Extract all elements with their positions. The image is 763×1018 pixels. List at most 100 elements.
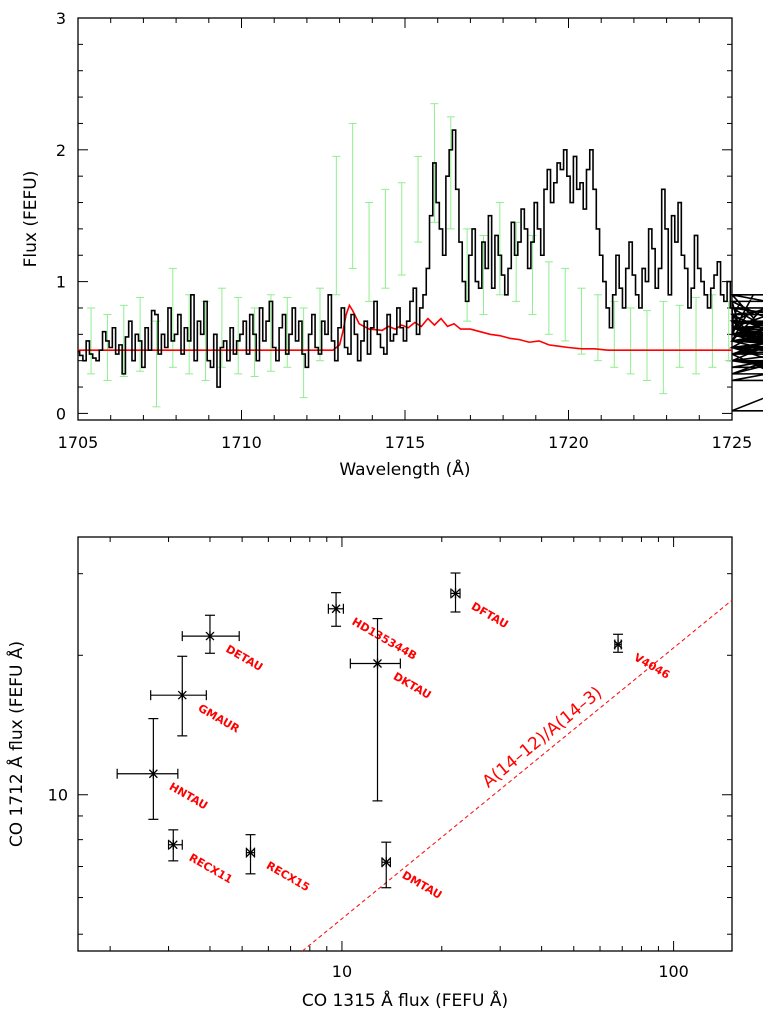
error-bar bbox=[381, 188, 390, 289]
spectrum-plot-frame bbox=[77, 17, 733, 421]
point-label: V4046 bbox=[632, 651, 673, 682]
model-spectrum-line bbox=[78, 303, 732, 351]
error-bar bbox=[675, 304, 684, 368]
error-bar bbox=[283, 296, 292, 368]
error-bar bbox=[201, 300, 210, 381]
spectrum-error-bars bbox=[87, 103, 733, 408]
x-tick-label: 1725 bbox=[712, 433, 753, 452]
data-point: GMAUR bbox=[150, 655, 242, 737]
ratio-line-group: A(14–12)/A(14–3) bbox=[302, 599, 733, 952]
asterisk-marker bbox=[451, 588, 460, 599]
y-tick-label: 1 bbox=[56, 273, 66, 292]
x-tick-label: 100 bbox=[658, 962, 689, 981]
data-point: DMTAU bbox=[381, 841, 444, 902]
spectrum-ylabel: Flux (FEFU) bbox=[21, 171, 41, 268]
error-bar bbox=[234, 296, 243, 375]
asterisk-marker bbox=[148, 768, 158, 779]
asterisk-marker bbox=[613, 639, 623, 650]
spectrum-series bbox=[78, 129, 763, 412]
error-bar bbox=[479, 234, 488, 316]
error-bar bbox=[708, 294, 717, 368]
error-bar bbox=[168, 267, 177, 368]
y-tick-label: 10 bbox=[48, 786, 68, 805]
data-point: HNTAU bbox=[116, 717, 210, 820]
error-bar bbox=[561, 267, 570, 342]
error-bar bbox=[642, 310, 651, 381]
error-bar bbox=[512, 221, 521, 302]
flux-tick-labels: 10 100 10 bbox=[48, 786, 689, 981]
error-bar bbox=[659, 300, 668, 395]
asterisk-marker bbox=[177, 690, 187, 701]
error-bar bbox=[495, 202, 504, 296]
point-label: DKTAU bbox=[391, 670, 433, 702]
data-point: DFTAU bbox=[450, 572, 510, 631]
y-tick-label: 3 bbox=[56, 9, 66, 28]
point-label: GMAUR bbox=[196, 702, 242, 736]
y-tick-label: 0 bbox=[56, 404, 66, 423]
error-bar bbox=[577, 287, 586, 355]
point-label: RECX11 bbox=[187, 851, 235, 886]
error-bar bbox=[332, 155, 341, 296]
error-bar bbox=[544, 261, 553, 335]
observed-spectrum-line bbox=[78, 129, 763, 412]
error-bar bbox=[692, 296, 701, 375]
x-tick-label: 1715 bbox=[385, 433, 426, 452]
asterisk-marker bbox=[168, 839, 178, 850]
asterisk-marker bbox=[381, 857, 391, 868]
x-tick-label: 1710 bbox=[221, 433, 262, 452]
x-tick-label: 1705 bbox=[58, 433, 99, 452]
flux-plot-frame bbox=[77, 536, 733, 952]
error-bar bbox=[266, 294, 275, 372]
error-bar bbox=[217, 287, 226, 368]
error-bar bbox=[315, 287, 324, 362]
data-point: RECX15 bbox=[245, 834, 312, 894]
spectrum-tick-labels: 1705 1710 1715 1720 1725 0 1 2 3 bbox=[56, 9, 753, 452]
x-tick-label: 10 bbox=[332, 962, 352, 981]
error-bar bbox=[528, 234, 537, 316]
error-bar bbox=[119, 304, 128, 378]
ratio-reference-line bbox=[302, 599, 733, 952]
flux-comparison-panel: A(14–12)/A(14–3) DETAU GMAUR HNTAU RECX11 RE… bbox=[5, 536, 733, 1011]
point-label: DMTAU bbox=[400, 869, 444, 902]
x-tick-label: 1720 bbox=[548, 433, 589, 452]
point-label: HD135344B bbox=[350, 615, 419, 663]
error-bar bbox=[365, 202, 374, 302]
point-label: DETAU bbox=[224, 642, 265, 673]
asterisk-marker bbox=[373, 658, 382, 669]
error-bar bbox=[463, 228, 472, 322]
point-label: DFTAU bbox=[469, 600, 510, 631]
ratio-line-label: A(14–12)/A(14–3) bbox=[479, 683, 606, 792]
data-point: RECX11 bbox=[167, 829, 235, 886]
error-bar bbox=[185, 294, 194, 375]
flux-ticks bbox=[78, 537, 732, 951]
y-tick-label: 2 bbox=[56, 141, 66, 160]
data-point: V4046 bbox=[613, 633, 673, 682]
flux-points: DETAU GMAUR HNTAU RECX11 RECX15 HD135344B DKTA… bbox=[116, 572, 673, 902]
error-bar bbox=[397, 182, 406, 276]
flux-xlabel: CO 1315 Å flux (FEFU Å) bbox=[302, 989, 508, 1011]
error-bar bbox=[250, 307, 259, 378]
error-bar bbox=[414, 155, 423, 243]
point-label: HNTAU bbox=[167, 780, 210, 812]
error-bar bbox=[152, 320, 161, 408]
asterisk-marker bbox=[331, 603, 341, 614]
asterisk-marker bbox=[246, 847, 255, 858]
data-point: HD135344B bbox=[327, 592, 419, 663]
error-bar bbox=[626, 307, 635, 375]
error-bar bbox=[87, 307, 96, 375]
error-bar bbox=[136, 296, 145, 372]
flux-ylabel: CO 1712 Å flux (FEFU Å) bbox=[5, 641, 27, 847]
spectrum-ticks bbox=[77, 17, 733, 420]
asterisk-marker bbox=[205, 631, 215, 642]
error-bar bbox=[593, 294, 602, 362]
spectrum-xlabel: Wavelength (Å) bbox=[339, 458, 470, 480]
error-bar bbox=[446, 116, 455, 230]
error-bar bbox=[299, 307, 308, 399]
error-bar bbox=[103, 314, 112, 381]
error-bar bbox=[610, 300, 619, 368]
point-label: RECX15 bbox=[264, 859, 312, 894]
data-point: DETAU bbox=[181, 614, 265, 674]
error-bar bbox=[348, 122, 357, 269]
